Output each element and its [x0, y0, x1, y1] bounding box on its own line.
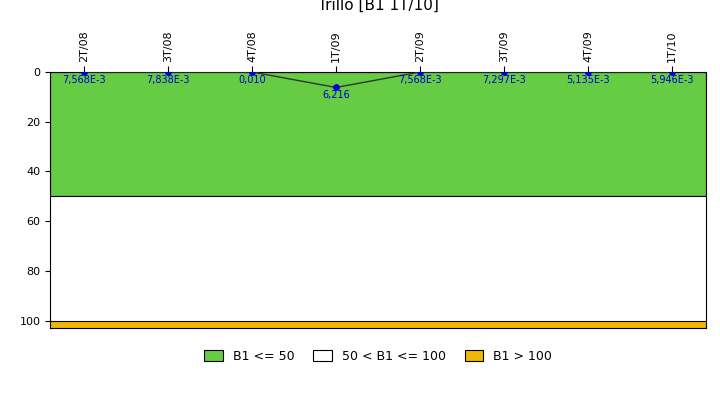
Text: 0,010: 0,010	[238, 75, 266, 85]
Text: 6,216: 6,216	[322, 90, 350, 100]
Title: Trillo [B1 1T/10]: Trillo [B1 1T/10]	[318, 0, 438, 12]
Text: 7,568E-3: 7,568E-3	[398, 75, 442, 85]
Point	[330, 84, 342, 91]
Bar	[50, 196, 706, 320]
Point	[246, 69, 258, 75]
Point	[498, 69, 510, 75]
Text: 7,838E-3: 7,838E-3	[146, 75, 190, 85]
Point	[414, 69, 426, 75]
Point	[666, 69, 678, 75]
Bar	[50, 72, 706, 196]
Point	[162, 69, 174, 75]
Text: 7,568E-3: 7,568E-3	[62, 75, 106, 85]
Point	[78, 69, 90, 75]
Point	[582, 69, 594, 75]
Bar	[50, 320, 706, 328]
Text: 5,946E-3: 5,946E-3	[650, 75, 694, 85]
Legend: B1 <= 50, 50 < B1 <= 100, B1 > 100: B1 <= 50, 50 < B1 <= 100, B1 > 100	[199, 345, 557, 368]
Text: 5,135E-3: 5,135E-3	[566, 75, 610, 85]
Text: 7,297E-3: 7,297E-3	[482, 75, 526, 85]
